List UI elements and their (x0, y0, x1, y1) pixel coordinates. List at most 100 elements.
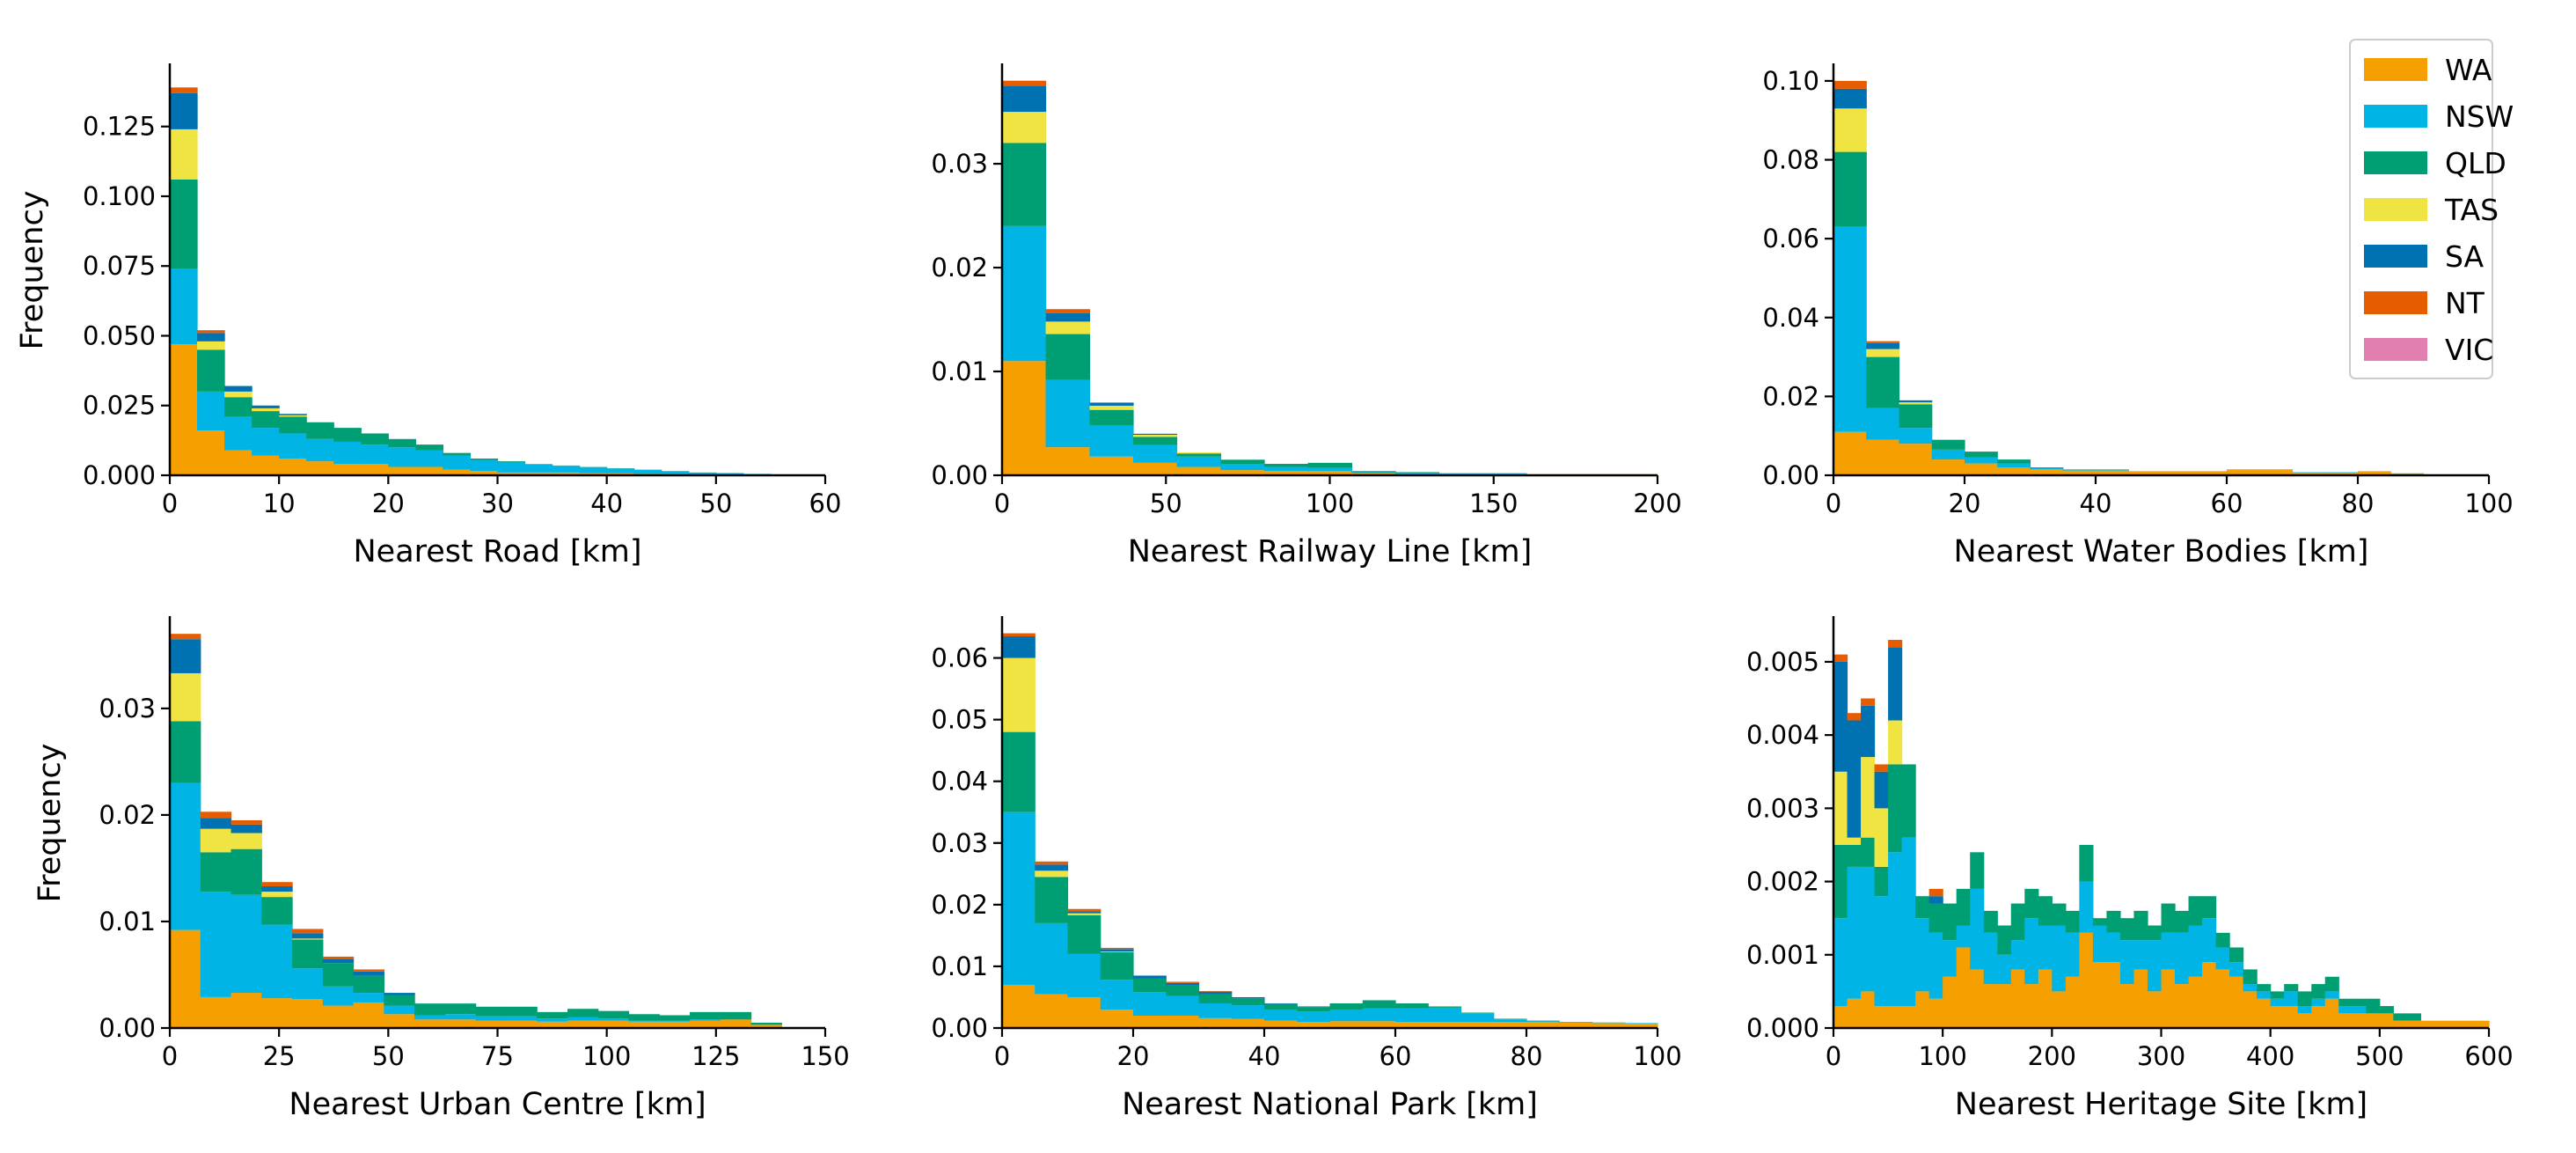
x-tick-label: 40 (1248, 1041, 1281, 1071)
bar-heritage-nsw-10 (1970, 888, 1985, 970)
bar-urban-sa-6 (353, 971, 384, 976)
y-tick-label: 0.10 (1762, 66, 1819, 96)
bar-railway-nt-0 (1002, 80, 1047, 86)
x-tick-label: 0 (162, 1041, 178, 1071)
bar-heritage-nsw-5 (1901, 837, 1916, 1007)
bar-heritage-nt-0 (1833, 654, 1848, 662)
bar-urban-nt-0 (170, 634, 201, 640)
x-tick-label: 150 (801, 1041, 849, 1071)
bar-railway-wa-2 (1089, 456, 1134, 475)
bar-railway-sa-2 (1089, 402, 1134, 406)
panel-railway: 0 50 100 150 200 0.00 0.01 0.02 0.03 Nearest Rail… (931, 63, 1682, 569)
bar-heritage-qld-33 (2284, 984, 2299, 992)
bar-railway-qld-3 (1133, 437, 1178, 445)
bar-heritage-tas-4 (1888, 720, 1903, 765)
bar-heritage-wa-30 (2243, 991, 2258, 1028)
bar-heritage-wa-2 (1861, 991, 1876, 1028)
bar-road-nsw-14 (552, 466, 581, 473)
x-tick-label: 25 (263, 1041, 296, 1071)
bar-heritage-nsw-7 (1928, 932, 1943, 999)
bar-heritage-wa-42 (2406, 1020, 2421, 1028)
bar-road-nsw-2 (224, 416, 252, 451)
x-tick-label: 80 (2342, 488, 2375, 518)
x-tick-label: 300 (2137, 1041, 2185, 1071)
bar-park-qld-1 (1035, 877, 1069, 923)
bar-road-nsw-9 (415, 450, 444, 467)
bar-road-wa-6 (333, 464, 362, 475)
bar-park-qld-2 (1067, 914, 1101, 954)
bar-urban-qld-1 (200, 852, 232, 892)
legend-label-nsw: NSW (2445, 99, 2514, 134)
bar-water-wa-16 (2358, 471, 2391, 475)
x-tick-label: 0 (994, 1041, 1010, 1071)
bar-park-qld-10 (1329, 1002, 1364, 1010)
bar-road-qld-13 (524, 464, 553, 465)
bar-water-nt-1 (1866, 341, 1900, 343)
bar-road-qld-10 (443, 452, 472, 456)
bar-heritage-qld-24 (2161, 903, 2176, 933)
legend: WA NSW QLD TAS SA NT VIC (2349, 39, 2514, 379)
bar-park-nsw-11 (1362, 1008, 1396, 1022)
x-tick-label: 100 (1633, 1041, 1681, 1071)
bars-heritage (1833, 639, 2490, 1028)
bar-heritage-qld-29 (2229, 947, 2244, 963)
bar-urban-nsw-0 (170, 782, 201, 930)
x-axis-label: Nearest Water Bodies [km] (1954, 534, 2369, 569)
bar-park-tas-0 (1002, 657, 1036, 732)
bar-road-qld-12 (497, 461, 526, 463)
bar-urban-qld-2 (231, 848, 262, 895)
bar-heritage-nsw-9 (1956, 925, 1971, 948)
bar-railway-sa-1 (1045, 312, 1091, 322)
bar-park-nsw-16 (1526, 1021, 1560, 1022)
bar-heritage-sa-3 (1874, 771, 1889, 809)
bar-heritage-wa-11 (1983, 984, 1998, 1028)
bar-heritage-qld-15 (2038, 896, 2053, 926)
bar-heritage-wa-4 (1888, 1006, 1903, 1028)
bar-heritage-qld-28 (2215, 932, 2230, 948)
bar-road-nsw-8 (388, 447, 416, 467)
bar-water-nt-0 (1833, 80, 1867, 89)
bar-railway-nsw-4 (1176, 456, 1222, 467)
bar-water-nsw-1 (1866, 408, 1900, 440)
bar-park-qld-9 (1297, 1007, 1331, 1012)
bar-park-nsw-6 (1198, 1002, 1233, 1018)
bar-road-wa-8 (388, 466, 416, 475)
bar-water-qld-2 (1899, 404, 1933, 429)
bar-park-tas-3 (1100, 951, 1134, 952)
panel-road: 0 10 20 30 40 50 60 0.000 0.025 0.050 0.075 0.100 0.… (15, 63, 841, 569)
bar-heritage-qld-14 (2024, 888, 2039, 919)
x-axis-label: Nearest Railway Line [km] (1128, 534, 1533, 569)
bar-heritage-nt-3 (1874, 764, 1889, 772)
bar-water-wa-13 (2259, 469, 2294, 475)
bar-park-wa-1 (1035, 994, 1069, 1028)
bar-water-wa-10 (2161, 471, 2195, 475)
bar-park-wa-2 (1067, 996, 1101, 1028)
bar-water-nsw-2 (1899, 428, 1933, 444)
bar-urban-wa-10 (475, 1020, 508, 1028)
y-tick-label: 0.003 (1746, 793, 1819, 823)
bar-heritage-wa-29 (2229, 976, 2244, 1028)
bar-heritage-qld-22 (2133, 910, 2148, 941)
bar-urban-wa-17 (690, 1020, 721, 1028)
bar-water-tas-1 (1866, 349, 1900, 357)
bar-road-tas-2 (224, 391, 252, 398)
bar-urban-nsw-12 (537, 1018, 568, 1022)
bar-road-nsw-10 (443, 455, 472, 470)
bar-heritage-qld-23 (2147, 925, 2163, 941)
bar-urban-wa-18 (720, 1019, 752, 1028)
y-tick-label: 0.02 (99, 800, 156, 830)
bar-heritage-nt-7 (1928, 888, 1943, 897)
y-tick-label: 0.002 (1746, 867, 1819, 897)
bar-heritage-qld-19 (2092, 918, 2108, 926)
x-tick-label: 80 (1511, 1041, 1543, 1071)
bar-urban-sa-7 (384, 993, 415, 995)
bar-railway-tas-2 (1089, 405, 1134, 410)
y-tick-label: 0.125 (83, 112, 156, 142)
bar-park-nt-2 (1067, 908, 1101, 912)
x-tick-label: 200 (1633, 488, 1681, 518)
bar-road-wa-4 (279, 458, 307, 475)
x-tick-label: 50 (699, 488, 732, 518)
bar-urban-wa-7 (384, 1014, 415, 1028)
bar-urban-tas-1 (200, 828, 232, 853)
bar-railway-qld-1 (1045, 334, 1091, 380)
